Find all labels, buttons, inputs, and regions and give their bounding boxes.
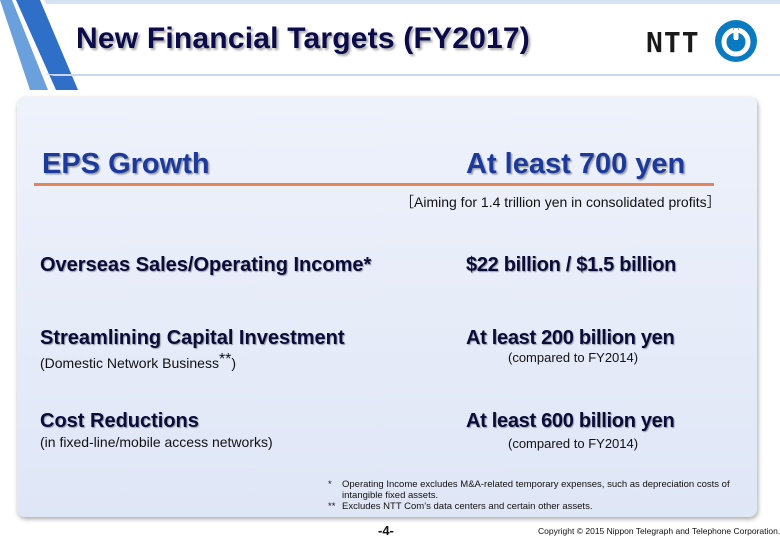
overseas-label: Overseas Sales/Operating Income* <box>40 254 372 276</box>
cost-note: (compared to FY2014) <box>508 436 639 451</box>
cost-sublabel: (in fixed-line/mobile access networks) <box>40 434 273 450</box>
cost-label: Cost Reductions <box>40 410 199 432</box>
footnotes: * Operating Income excludes M&A-related t… <box>328 479 758 512</box>
eps-growth-label: EPS Growth <box>42 148 210 180</box>
footnote: ** Excludes NTT Com’s data centers and ce… <box>328 501 593 512</box>
eps-growth-value: At least 700 yen <box>466 148 686 180</box>
capex-sublabel: (Domestic Network Business**) <box>40 351 237 371</box>
capex-note: (compared to FY2014) <box>508 350 639 365</box>
ntt-logo-icon <box>715 20 757 62</box>
overseas-value: $22 billion / $1.5 billion <box>466 254 677 276</box>
cost-value: At least 600 billion yen <box>466 410 675 432</box>
header-stripes <box>0 0 780 90</box>
divider-line <box>34 183 714 186</box>
page-title: New Financial Targets (FY2017) <box>76 22 530 55</box>
ntt-logo-text: NTT <box>646 26 700 59</box>
footnote: * Operating Income excludes M&A-related t… <box>328 479 730 501</box>
eps-note: ［Aiming for 1.4 trillion yen in consolid… <box>400 194 721 210</box>
content-panel <box>17 97 757 517</box>
capex-value: At least 200 billion yen <box>466 327 675 349</box>
copyright: Copyright © 2015 Nippon Telegraph and Te… <box>538 526 780 536</box>
capex-label: Streamlining Capital Investment <box>40 327 345 349</box>
page-number: -4- <box>378 523 394 538</box>
